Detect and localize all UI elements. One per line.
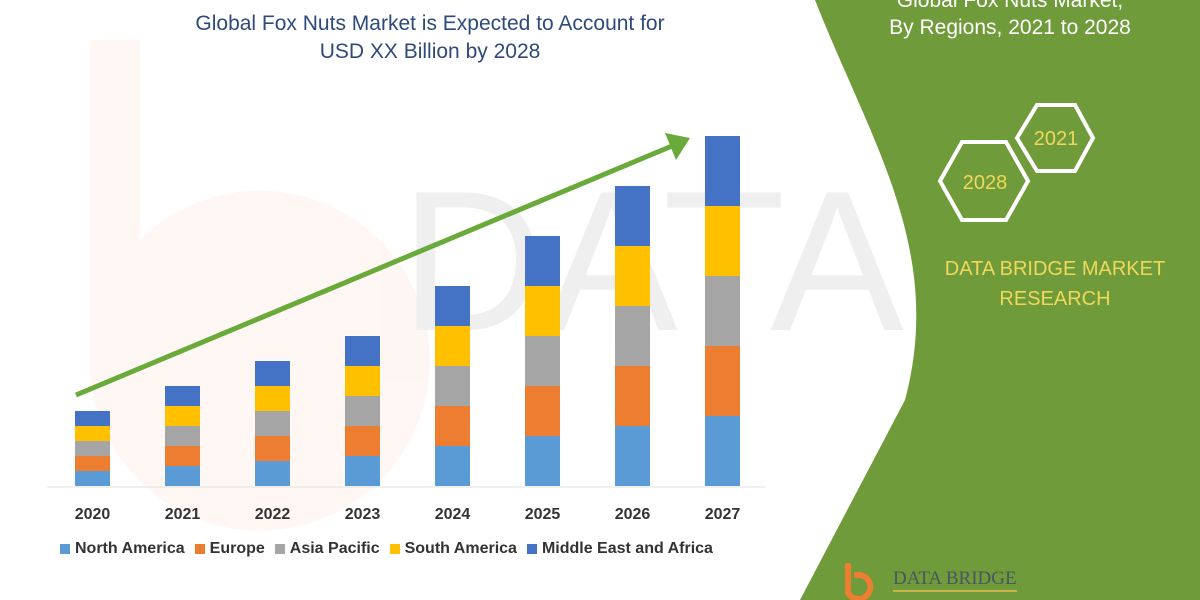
logo-text: DATA BRIDGE	[893, 568, 1017, 592]
watermark: DATA	[90, 40, 904, 531]
green-side-panel	[800, 0, 1200, 600]
brand-line-2: RESEARCH	[999, 288, 1111, 310]
bar-segment-2022-asia-pacific	[255, 411, 290, 436]
side-title-line-2: By Regions, 2021 to 2028	[889, 16, 1131, 39]
bar-segment-2023-south-america	[345, 366, 380, 396]
bar-segment-2026-asia-pacific	[615, 306, 650, 366]
bar-segment-2027-north-america	[705, 416, 740, 486]
legend-item: North America	[60, 540, 185, 558]
trend-arrow	[75, 133, 690, 398]
x-tick-label: 2027	[705, 506, 741, 523]
bar-segment-2026-north-america	[615, 426, 650, 486]
bar-segment-2024-middle-east-and-africa	[435, 286, 470, 326]
bar-segment-2022-middle-east-and-africa	[255, 361, 290, 386]
hexagon-2028: 2028	[937, 140, 1031, 222]
legend-item: Europe	[194, 540, 265, 558]
svg-text:2021: 2021	[1034, 128, 1079, 150]
bar-segment-2020-north-america	[75, 471, 110, 486]
bar-segment-2023-north-america	[345, 456, 380, 486]
bar-segment-2022-europe	[255, 436, 290, 461]
x-tick-label: 2026	[615, 506, 651, 523]
bar-segment-2026-south-america	[615, 246, 650, 306]
bar-segment-2022-north-america	[255, 461, 290, 486]
brand-text: DATA BRIDGE MARKET RESEARCH	[900, 254, 1200, 314]
bar-segment-2021-south-america	[165, 406, 200, 426]
x-tick-label: 2023	[345, 506, 381, 523]
legend-label: North America	[75, 540, 185, 557]
legend-label: Middle East and Africa	[541, 540, 713, 557]
x-tick-label: 2022	[255, 506, 291, 523]
legend-label: South America	[404, 540, 517, 557]
bar-segment-2027-middle-east-and-africa	[705, 136, 740, 206]
bar-segment-2023-europe	[345, 426, 380, 456]
bar-segment-2026-middle-east-and-africa	[615, 186, 650, 246]
bar-segment-2027-europe	[705, 346, 740, 416]
bar-segment-2021-europe	[165, 446, 200, 466]
title-line-2: USD XX Billion by 2028	[319, 40, 541, 63]
legend-label: Asia Pacific	[289, 540, 380, 557]
legend-swatch	[194, 544, 205, 554]
legend-swatch	[389, 544, 400, 554]
hexagon-2021: 2021	[1014, 103, 1096, 173]
legend-swatch	[526, 544, 537, 554]
bar-segment-2024-europe	[435, 406, 470, 446]
bar-segment-2024-asia-pacific	[435, 366, 470, 406]
bar-segment-2025-europe	[525, 386, 560, 436]
side-title-line-1: Global Fox Nuts Market,	[896, 0, 1124, 12]
legend: North America Europe Asia Pacific South Ame…	[60, 540, 713, 558]
bar-segment-2021-middle-east-and-africa	[165, 386, 200, 406]
bar-segment-2021-north-america	[165, 466, 200, 486]
bar-segment-2020-middle-east-and-africa	[75, 411, 110, 426]
bar-segment-2022-south-america	[255, 386, 290, 411]
svg-text:DATA: DATA	[400, 150, 904, 373]
legend-item: Middle East and Africa	[526, 540, 713, 558]
bar-segment-2025-middle-east-and-africa	[525, 236, 560, 286]
logo-icon	[845, 563, 874, 600]
legend-item: Asia Pacific	[274, 540, 380, 558]
bar-segment-2024-south-america	[435, 326, 470, 366]
bar-segment-2027-asia-pacific	[705, 276, 740, 346]
x-tick-label: 2024	[435, 506, 471, 523]
x-tick-label: 2021	[165, 506, 201, 523]
x-tick-label: 2020	[75, 506, 111, 523]
title-line-1: Global Fox Nuts Market is Expected to Ac…	[195, 12, 665, 35]
bar-segment-2025-asia-pacific	[525, 336, 560, 386]
bar-segment-2025-south-america	[525, 286, 560, 336]
bar-segment-2021-asia-pacific	[165, 426, 200, 446]
bar-segment-2023-asia-pacific	[345, 396, 380, 426]
bar-segment-2026-europe	[615, 366, 650, 426]
bar-segment-2025-north-america	[525, 436, 560, 486]
bar-segment-2020-south-america	[75, 426, 110, 441]
bar-segment-2027-south-america	[705, 206, 740, 276]
bar-segment-2020-asia-pacific	[75, 441, 110, 456]
chart-title: Global Fox Nuts Market is Expected to Ac…	[130, 10, 730, 66]
legend-label: Europe	[209, 540, 265, 557]
bar-segment-2024-north-america	[435, 446, 470, 486]
bar-segment-2020-europe	[75, 456, 110, 471]
legend-item: South America	[389, 540, 517, 558]
bar-segment-2023-middle-east-and-africa	[345, 336, 380, 366]
legend-swatch	[274, 544, 285, 554]
side-panel-title: Global Fox Nuts Market, By Regions, 2021…	[840, 0, 1180, 41]
legend-swatch	[60, 544, 70, 554]
svg-text:2028: 2028	[963, 172, 1008, 194]
brand-line-1: DATA BRIDGE MARKET	[944, 258, 1166, 280]
x-tick-label: 2025	[525, 506, 561, 523]
